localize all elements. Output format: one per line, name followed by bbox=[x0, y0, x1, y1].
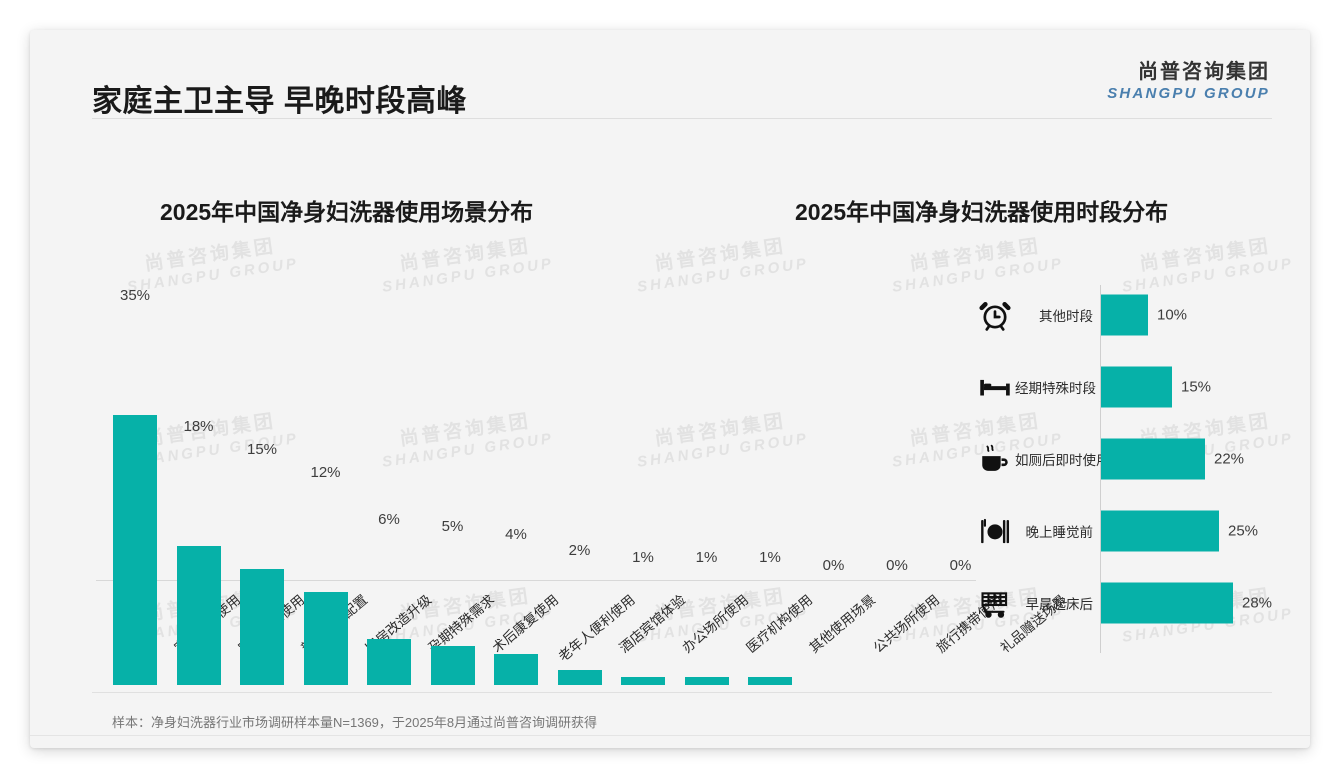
column-value-label: 35% bbox=[119, 287, 151, 304]
bar-fill[interactable] bbox=[1101, 366, 1172, 407]
column-value-label: 4% bbox=[505, 526, 527, 543]
watermark-chinese: 尚普咨询集团 bbox=[653, 236, 788, 276]
usage-scenario-column-chart: 35%家庭主卫使用18%家庭客卫使用15%新房装修配置12%旧房改造升级6%孕期… bbox=[76, 285, 1069, 685]
slide-card: 家庭主卫主导 早晚时段高峰 尚普咨询集团 SHANGPU GROUP 尚普咨询集… bbox=[30, 30, 1310, 748]
column-value-label: 1% bbox=[759, 549, 781, 566]
column-group bbox=[866, 390, 928, 685]
watermark-chinese: 尚普咨询集团 bbox=[398, 236, 533, 276]
bar-fill[interactable] bbox=[1101, 438, 1205, 479]
column-bar[interactable] bbox=[240, 569, 284, 685]
left-chart-title: 2025年中国净身妇洗器使用场景分布 bbox=[160, 199, 534, 225]
column-value-label: 0% bbox=[886, 557, 908, 574]
dinner-plate-icon bbox=[978, 514, 1012, 548]
logo-chinese-text: 尚普咨询集团 bbox=[1138, 61, 1270, 83]
coffee-cup-icon bbox=[978, 442, 1012, 476]
bed-icon bbox=[978, 370, 1012, 404]
page-title: 家庭主卫主导 早晚时段高峰 bbox=[92, 85, 467, 118]
column-value-label: 5% bbox=[441, 518, 464, 535]
column-value-label: 0% bbox=[822, 557, 845, 574]
bar-category-label: 经期特殊时段 bbox=[1015, 380, 1096, 396]
bar-row: 经期特殊时段 15% bbox=[960, 365, 1290, 408]
brand-logo: 尚普咨询集团 SHANGPU GROUP bbox=[1107, 62, 1270, 101]
column-group bbox=[739, 390, 801, 685]
column-group bbox=[803, 390, 865, 685]
bar-value-label: 25% bbox=[1228, 522, 1259, 539]
watermark-chinese: 尚普咨询集团 bbox=[1138, 236, 1273, 276]
sample-footnote: 样本：净身妇洗器行业市场调研样本量N=1369，于2025年8月通过尚普咨询调研… bbox=[112, 715, 598, 730]
column-group bbox=[612, 390, 674, 685]
column-bar[interactable] bbox=[113, 415, 157, 685]
column-value-label: 1% bbox=[695, 549, 718, 566]
column-group bbox=[676, 390, 738, 685]
column-bar[interactable] bbox=[303, 592, 348, 685]
bar-row: 晚上睡觉前 25% bbox=[960, 509, 1290, 552]
column-group bbox=[549, 390, 611, 685]
alarm-clock-icon bbox=[978, 298, 1012, 332]
bar-chart-axis-line bbox=[1100, 285, 1101, 653]
column-value-label: 2% bbox=[568, 542, 591, 559]
bar-category-label: 其他时段 bbox=[1039, 308, 1093, 324]
bar-fill[interactable] bbox=[1101, 582, 1233, 623]
bar-category-label: 如厕后即时使用 bbox=[1015, 452, 1110, 468]
bar-row: 如厕后即时使用 22% bbox=[960, 437, 1290, 480]
column-value-label: 0% bbox=[949, 557, 972, 574]
column-value-label: 6% bbox=[378, 511, 400, 528]
bar-category-label: 晚上睡觉前 bbox=[1025, 524, 1094, 540]
column-group bbox=[104, 390, 166, 685]
column-group bbox=[422, 390, 484, 685]
column-bar[interactable] bbox=[176, 546, 221, 685]
column-bar[interactable] bbox=[367, 639, 411, 685]
watermark-chinese: 尚普咨询集团 bbox=[143, 236, 278, 276]
bar-fill[interactable] bbox=[1101, 294, 1148, 335]
column-bar[interactable] bbox=[430, 646, 475, 685]
usage-time-bar-chart: 其他时段 10% 经期特殊时段 15% 如厕后即时使用 22% 晚上睡觉前 25% 早晨起床后 2… bbox=[960, 285, 1290, 665]
bar-fill[interactable] bbox=[1101, 510, 1219, 551]
footer-divider bbox=[30, 735, 1310, 736]
right-chart-title: 2025年中国净身妇洗器使用时段分布 bbox=[795, 199, 1169, 225]
logo-english-text: SHANGPU GROUP bbox=[1107, 85, 1270, 102]
slide-header: 家庭主卫主导 早晚时段高峰 尚普咨询集团 SHANGPU GROUP bbox=[30, 30, 1310, 120]
column-group bbox=[358, 390, 420, 685]
bar-value-label: 28% bbox=[1242, 594, 1273, 611]
column-bar[interactable] bbox=[557, 670, 602, 685]
column-group bbox=[168, 390, 230, 685]
column-bar[interactable] bbox=[621, 677, 665, 685]
column-group bbox=[295, 390, 357, 685]
column-value-label: 15% bbox=[246, 441, 278, 458]
column-group bbox=[231, 390, 293, 685]
watermark-chinese: 尚普咨询集团 bbox=[908, 236, 1043, 276]
footnote-divider bbox=[92, 692, 1272, 693]
bar-row: 早晨起床后 28% bbox=[960, 581, 1290, 624]
bar-value-label: 22% bbox=[1214, 450, 1245, 467]
bar-row: 其他时段 10% bbox=[960, 293, 1290, 336]
bar-category-label: 早晨起床后 bbox=[1025, 596, 1094, 612]
bar-value-label: 10% bbox=[1157, 306, 1188, 323]
header-divider bbox=[92, 118, 1272, 119]
column-bar[interactable] bbox=[494, 654, 538, 685]
column-bar[interactable] bbox=[684, 677, 729, 685]
shopping-cart-icon bbox=[978, 586, 1012, 620]
column-value-label: 12% bbox=[310, 464, 341, 481]
column-value-label: 18% bbox=[183, 418, 214, 435]
column-bar[interactable] bbox=[748, 677, 792, 685]
column-chart-baseline bbox=[96, 580, 976, 581]
bar-value-label: 15% bbox=[1181, 378, 1212, 395]
column-value-label: 1% bbox=[632, 549, 654, 566]
column-group bbox=[485, 390, 547, 685]
